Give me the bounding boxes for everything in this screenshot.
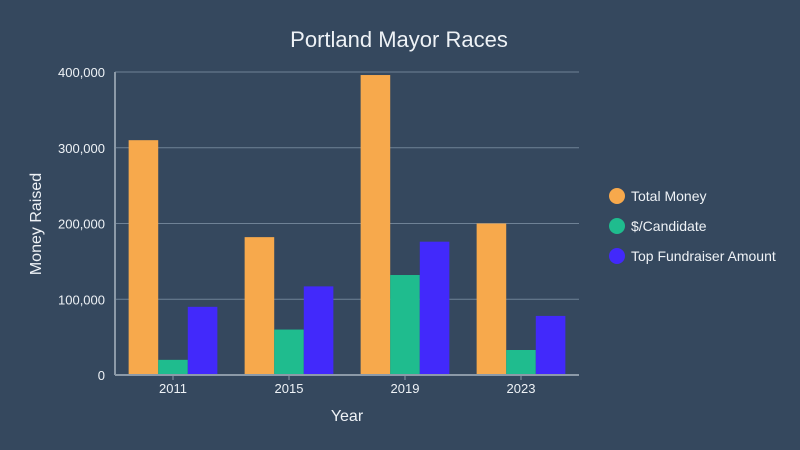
x-axis-title: Year (331, 408, 364, 425)
bar-2015-1 (274, 329, 304, 375)
x-axis-ticks: 2011 2015 2019 2023 (159, 375, 535, 396)
bar-2015-2 (303, 286, 334, 375)
y-tick-label: 0 (98, 368, 105, 383)
y-tick-label: 200,000 (58, 217, 105, 232)
bars (128, 75, 566, 375)
x-tick-label: 2015 (275, 381, 304, 396)
bar-2019-1 (390, 275, 420, 375)
bar-2015-0 (244, 237, 275, 375)
bar-2011-0 (128, 140, 159, 375)
legend-swatch (609, 218, 625, 234)
legend-swatch (609, 188, 625, 204)
bar-2023-2 (535, 315, 566, 375)
legend-swatch (609, 248, 625, 264)
bar-2011-1 (158, 359, 188, 375)
bar-2019-2 (419, 241, 450, 375)
x-tick-label: 2011 (159, 381, 187, 396)
y-axis-title: Money Raised (28, 173, 45, 275)
y-tick-label: 300,000 (58, 141, 105, 156)
legend-label: Total Money (631, 188, 706, 204)
legend-label: Top Fundraiser Amount (631, 248, 776, 264)
y-tick-label: 400,000 (58, 65, 105, 80)
legend-label: $/Candidate (631, 218, 707, 234)
gridlines (115, 71, 579, 300)
y-axis-ticks: 0 100,000 200,000 300,000 400,000 (58, 65, 105, 383)
bar-2011-2 (187, 306, 218, 375)
bar-2019-0 (360, 75, 391, 375)
chart-title: Portland Mayor Races (290, 27, 508, 52)
x-tick-label: 2019 (391, 381, 420, 396)
x-tick-label: 2023 (507, 381, 536, 396)
bar-2023-1 (506, 350, 536, 375)
bar-2023-0 (476, 223, 507, 375)
y-tick-label: 100,000 (58, 292, 105, 307)
legend: Total Money $/Candidate Top Fundraiser Amo… (609, 188, 776, 264)
